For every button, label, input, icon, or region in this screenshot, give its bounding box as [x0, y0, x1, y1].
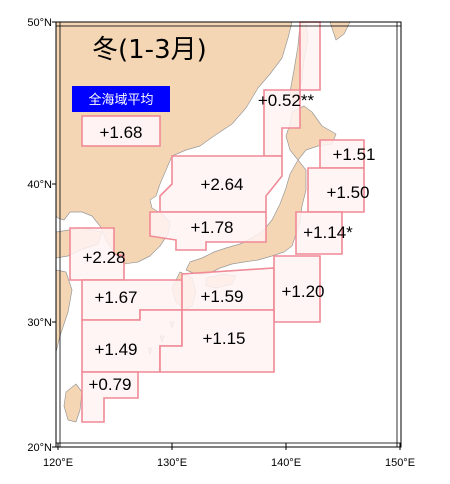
- region-label-e-china-sea-n: +1.67: [94, 288, 137, 307]
- map-frame: [52, 21, 402, 450]
- lat-label-30: 30°N: [27, 317, 52, 329]
- region-label-shikoku-south: +1.59: [200, 287, 243, 306]
- region-label-taiwan-east: +0.79: [88, 375, 131, 394]
- region-box-okinawa-east: [159, 309, 275, 373]
- region-label-sanriku: +1.50: [326, 183, 369, 202]
- region-label-yellow-sea: +2.28: [82, 248, 125, 267]
- lat-label-20: 20°N: [27, 442, 52, 454]
- lon-label-120: 120°E: [43, 457, 73, 469]
- average-value-box: [81, 115, 161, 147]
- region-box-s-japan-sea: [149, 211, 267, 251]
- region-label-n-japan-sea: +2.64: [200, 175, 243, 194]
- lat-label-40: 40°N: [27, 179, 52, 191]
- region-box-taiwan-east: [81, 371, 139, 423]
- longitude-labels: 120°E 130°E 140°E 150°E: [43, 457, 415, 469]
- region-label-s-japan-sea: +1.78: [190, 218, 233, 237]
- region-box-kanto-south: [273, 255, 321, 323]
- region-label-kanto-east: +1.14*: [303, 223, 353, 242]
- taiwan: [63, 383, 83, 423]
- region-label-kanto-south: +1.20: [281, 282, 324, 301]
- region-label-e-hokkaido: +1.51: [332, 145, 375, 164]
- lat-label-50: 50°N: [27, 17, 52, 29]
- region-box-kanto-east: [295, 211, 343, 255]
- region-label-okinawa-east: +1.15: [202, 329, 245, 348]
- average-value: +1.68: [99, 123, 142, 142]
- lon-label-150: 150°E: [385, 457, 415, 469]
- region-box-yellow-sea: [69, 227, 125, 281]
- region-labels: +0.52** +1.51 +2.64 +1.50 +1.78 +1.14* +…: [82, 91, 375, 394]
- region-box-sanriku: [307, 167, 365, 213]
- region-label-okhotsk: +0.52**: [258, 91, 315, 110]
- region-boxes: [69, 21, 365, 423]
- region-label-e-china-sea-s: +1.49: [94, 340, 137, 359]
- average-badge-label: 全海域平均: [88, 92, 153, 108]
- map-title: 冬(1-3月): [92, 35, 207, 65]
- latitude-labels: 50°N 40°N 30°N 20°N: [27, 17, 52, 454]
- average-badge: [72, 86, 170, 112]
- lon-label-130: 130°E: [157, 457, 187, 469]
- asian-mainland: [55, 21, 293, 265]
- lon-label-140: 140°E: [271, 457, 301, 469]
